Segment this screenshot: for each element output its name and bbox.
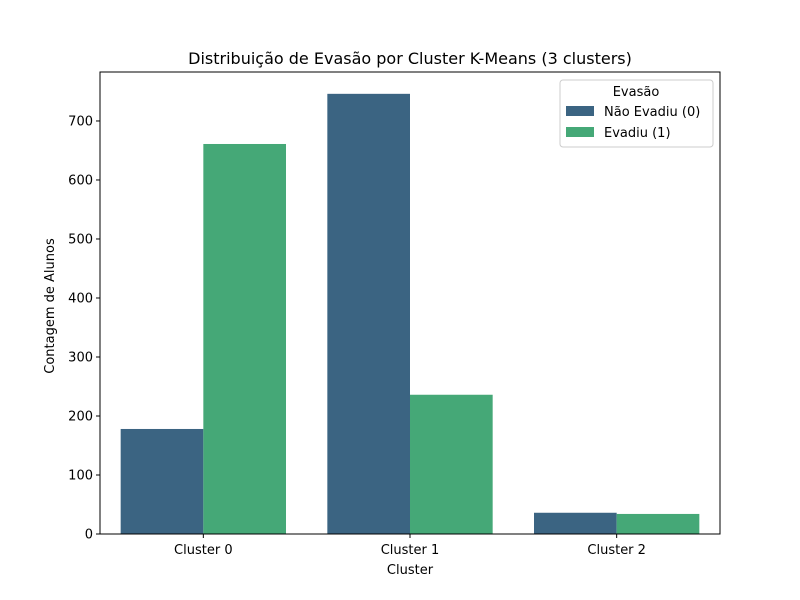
bar-cluster-1-series-0 xyxy=(327,93,410,534)
legend: Evasão Não Evadiu (0) Evadiu (1) xyxy=(559,79,714,148)
x-tick-label: Cluster 2 xyxy=(587,543,646,558)
legend-swatch xyxy=(566,106,594,116)
y-tick-label: 600 xyxy=(68,173,93,188)
bar-cluster-2-series-0 xyxy=(534,512,617,534)
y-tick-label: 500 xyxy=(68,232,93,247)
y-axis-label: Contagem de Alunos xyxy=(43,238,58,374)
axes-group: 0 100 200 300 400 500 600 700 Cluster 0 Cluster 1… xyxy=(68,71,721,558)
bar-cluster-0-series-0 xyxy=(120,428,204,534)
y-tick-label: 700 xyxy=(68,114,93,129)
y-tick-label: 200 xyxy=(68,409,93,424)
x-axis-label: Cluster xyxy=(387,563,434,578)
y-tick-label: 100 xyxy=(68,468,93,483)
legend-swatch xyxy=(566,127,594,137)
y-tick-label: 0 xyxy=(85,528,93,543)
x-tick-label: Cluster 1 xyxy=(381,543,440,558)
legend-entry-label: Evadiu (1) xyxy=(604,126,671,141)
bar-cluster-2-series-1 xyxy=(616,513,700,534)
y-tick-label: 300 xyxy=(68,350,93,365)
bars-group xyxy=(120,93,700,534)
chart-title: Distribuição de Evasão por Cluster K-Mea… xyxy=(188,49,632,68)
y-tick-label: 400 xyxy=(68,291,93,306)
legend-entry-label: Não Evadiu (0) xyxy=(604,105,700,120)
legend-frame xyxy=(559,79,714,148)
legend-title: Evasão xyxy=(613,85,660,100)
bar-cluster-1-series-1 xyxy=(410,394,493,534)
x-tick-label: Cluster 0 xyxy=(174,543,233,558)
bar-cluster-0-series-1 xyxy=(203,143,286,534)
